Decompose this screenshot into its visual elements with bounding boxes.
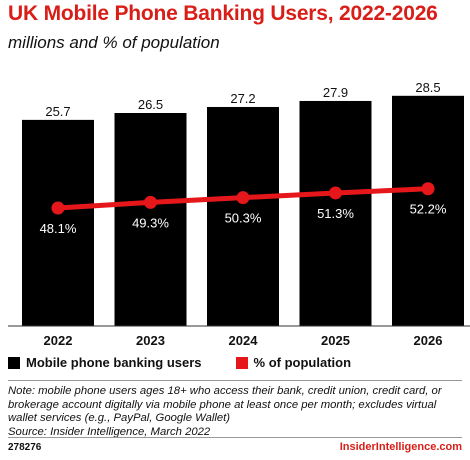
x-axis-tick-labels: 2022 2023 2024 2025 2026 [44,333,443,348]
legend: Mobile phone banking users % of populati… [8,355,385,370]
chart-id: 278276 [8,442,42,453]
line-label-2024: 50.3% [225,211,262,226]
bar-label-2022: 25.7 [45,104,70,119]
bar-label-2025: 27.9 [323,85,348,100]
bar-label-2024: 27.2 [230,91,255,106]
legend-swatch-population [235,356,248,369]
x-tick-2024: 2024 [229,333,259,348]
x-tick-2023: 2023 [136,333,165,348]
x-tick-2026: 2026 [414,333,443,348]
source-text: Source: Insider Intelligence, March 2022 [8,425,211,438]
bar-2026 [392,95,464,326]
divider-bottom [8,437,462,438]
line-series: 48.1% 49.3% 50.3% 51.3% 52.2% [40,182,447,236]
line-label-2025: 51.3% [317,206,354,221]
bar-2025 [299,100,372,327]
x-tick-2025: 2025 [321,333,350,348]
bar-label-2023: 26.5 [138,97,163,112]
bar-series [22,95,464,327]
chart-area: 25.7 26.5 27.2 27.9 28.5 48.1% 49.3% 50.3% 51.3… [8,80,470,348]
legend-swatch-users [8,356,20,369]
chart-subtitle: millions and % of population [8,33,220,52]
line-point-2026 [421,182,435,196]
line-point-2023 [144,195,157,209]
bar-2022 [22,119,94,326]
line-label-2023: 49.3% [132,215,169,230]
line-point-2025 [329,186,342,200]
legend-item-users: Mobile phone banking users [8,355,202,370]
chart-title: UK Mobile Phone Banking Users, 2022-2026 [8,2,438,25]
line-point-2022 [51,201,65,215]
brand-link[interactable]: InsiderIntelligence.com [339,441,462,453]
bar-label-2026: 28.5 [415,80,440,95]
x-tick-2022: 2022 [44,333,73,348]
bar-2023 [114,113,187,326]
line-label-2022: 48.1% [40,221,77,236]
legend-item-population: % of population [235,355,352,370]
divider-top [8,380,462,381]
legend-label-population: % of population [253,355,352,370]
note-text: Note: mobile phone users ages 18+ who ac… [8,385,442,424]
line-point-2024 [236,191,250,205]
bar-2024 [207,106,279,326]
legend-label-users: Mobile phone banking users [26,355,202,370]
bar-value-labels: 25.7 26.5 27.2 27.9 28.5 [45,80,440,119]
footnote: Note: mobile phone users ages 18+ who ac… [8,385,463,439]
line-label-2026: 52.2% [410,202,447,217]
